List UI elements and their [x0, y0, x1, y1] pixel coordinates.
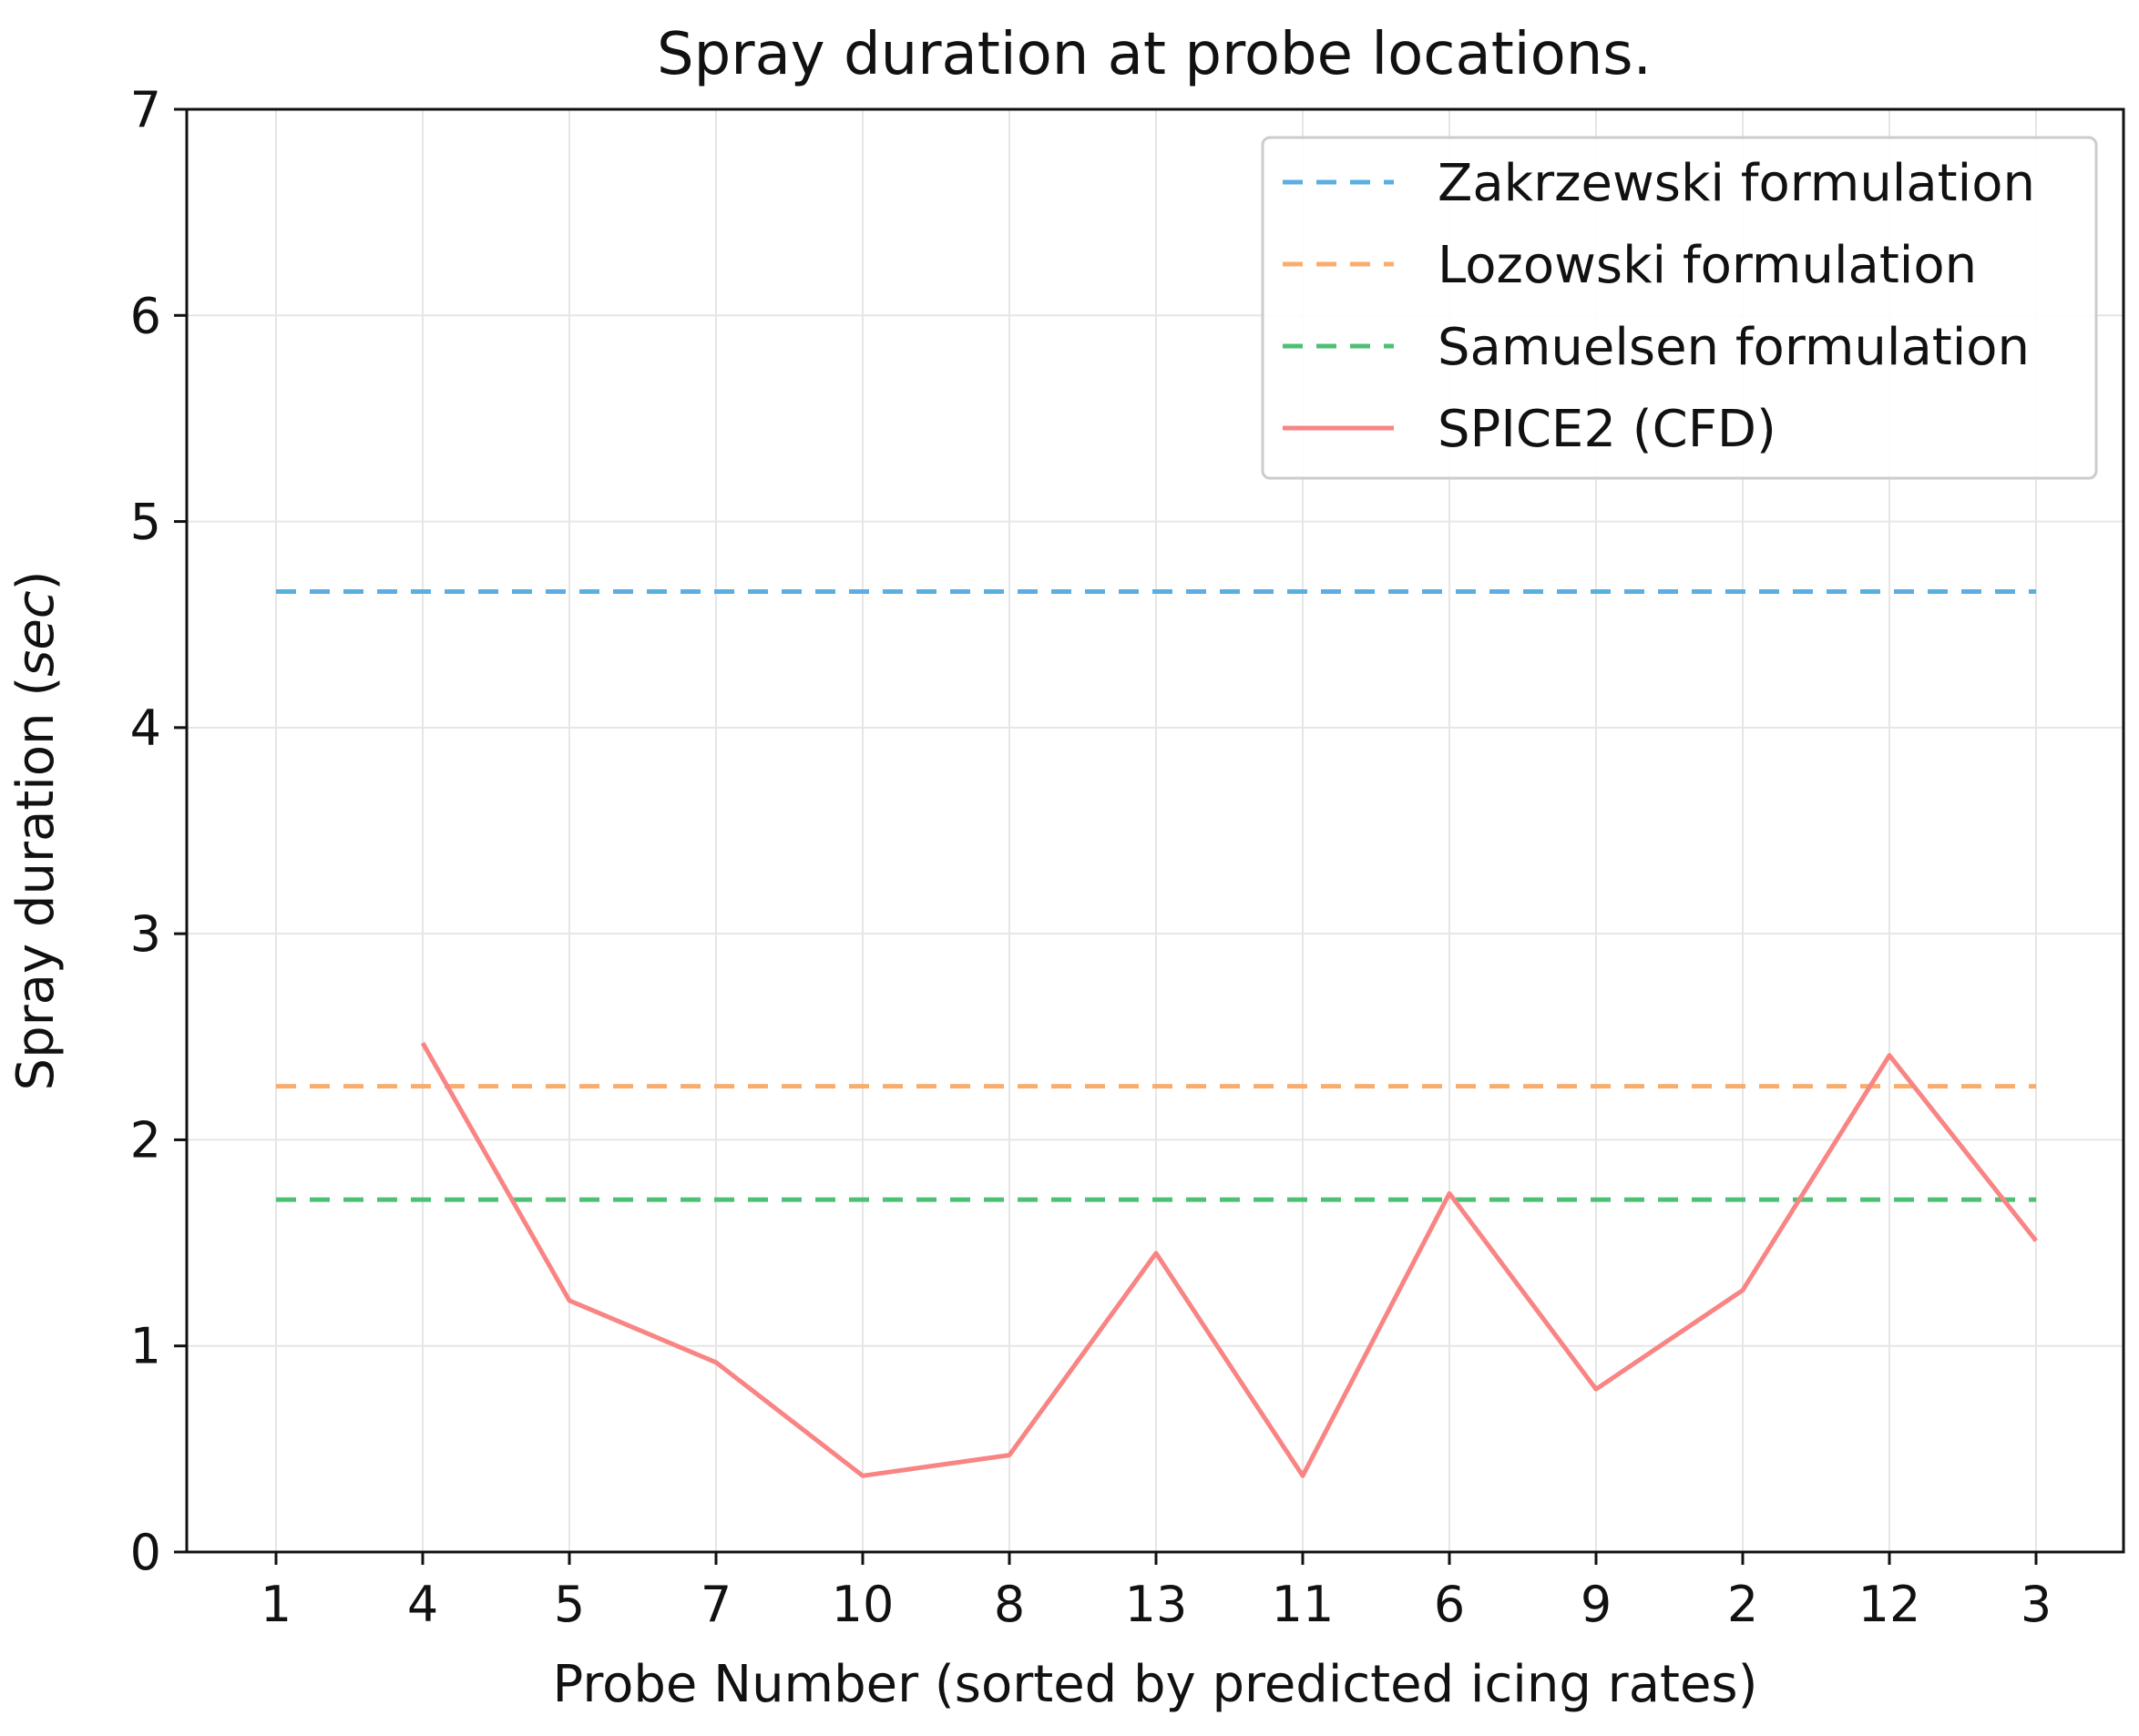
x-tick-label: 13 [1125, 1576, 1188, 1633]
series-lines [276, 589, 2038, 1478]
x-tick-label: 4 [407, 1576, 438, 1633]
x-tick-label: 9 [1581, 1576, 1612, 1633]
x-axis-label: Probe Number (sorted by predicted icing … [553, 1655, 1758, 1714]
x-tick-label: 8 [994, 1576, 1025, 1633]
y-tick-label: 7 [130, 81, 161, 138]
y-tick-label: 4 [130, 700, 161, 757]
legend-label-zakrzewski-formulation: Zakrzewski formulation [1438, 154, 2035, 213]
y-tick-label: 0 [130, 1524, 161, 1581]
y-axis-label: Spray duration (sec) [6, 571, 66, 1091]
x-tick-label: 2 [1727, 1576, 1758, 1633]
x-tick-label: 5 [554, 1576, 585, 1633]
x-axis-ticks: 1 4 5 7 10 8 13 11 6 9 2 12 3 [261, 1552, 2052, 1633]
legend-items: Zakrzewski formulation Lozowski formulati… [1283, 154, 2035, 459]
y-tick-label: 6 [130, 287, 161, 344]
y-tick-label: 2 [130, 1111, 161, 1169]
x-tick-label: 12 [1858, 1576, 1921, 1633]
x-tick-label: 3 [2021, 1576, 2052, 1633]
y-axis-label-prefix: Spray duration ( [6, 677, 66, 1091]
chart-title: Spray duration at probe locations. [657, 21, 1652, 88]
y-tick-label: 3 [130, 905, 161, 963]
legend-box [1261, 136, 2098, 480]
legend-label-samuelsen-formulation: Samuelsen formulation [1438, 318, 2030, 377]
y-tick-label: 5 [130, 494, 161, 551]
x-tick-label: 11 [1272, 1576, 1335, 1633]
y-axis-label-unit: sec [6, 590, 66, 677]
series-line-spice2-cfd [420, 1041, 2038, 1478]
legend-label-lozowski-formulation: Lozowski formulation [1438, 236, 1977, 295]
legend: Zakrzewski formulation Lozowski formulati… [1261, 136, 2098, 480]
y-axis-ticks: 0 1 2 3 4 5 6 7 [130, 81, 187, 1581]
x-tick-label: 7 [701, 1576, 732, 1633]
legend-label-spice2-cfd: SPICE2 (CFD) [1438, 400, 1776, 459]
y-axis-label-suffix: ) [6, 571, 66, 591]
x-tick-label: 6 [1434, 1576, 1465, 1633]
x-tick-label: 10 [832, 1576, 895, 1633]
x-tick-label: 1 [261, 1576, 292, 1633]
y-tick-label: 1 [130, 1318, 161, 1375]
